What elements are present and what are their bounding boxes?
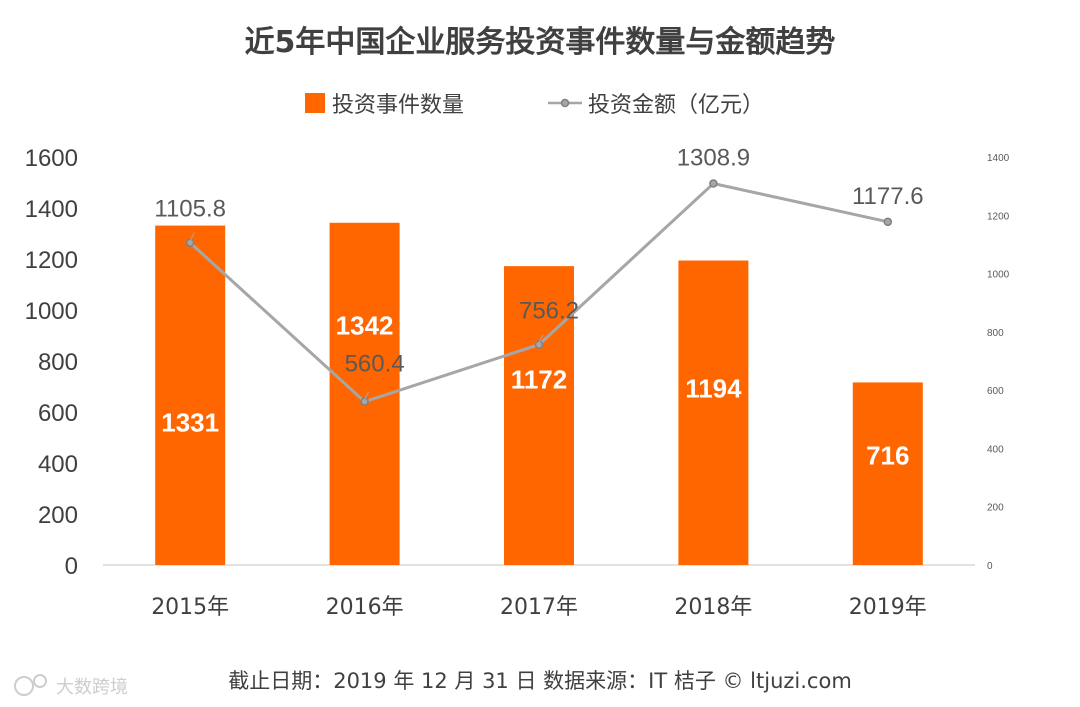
legend-swatch-marker — [560, 98, 570, 108]
line-series — [185, 179, 893, 406]
line-data-label: 560.4 — [345, 351, 405, 378]
legend-label-line: 投资金额（亿元） — [588, 93, 764, 118]
bar — [504, 266, 574, 565]
bar-data-label: 716 — [866, 440, 909, 470]
line-data-label: 1105.8 — [154, 196, 226, 223]
right-tick-label: 1200 — [987, 211, 1010, 222]
footer-source: 截止日期：2019 年 12 月 31 日 数据来源：IT 桔子 © ltjuz… — [228, 669, 852, 693]
left-tick-label: 800 — [38, 349, 78, 376]
line-point — [709, 179, 718, 188]
category-label: 2019年 — [849, 595, 927, 620]
right-tick-label: 800 — [987, 328, 1004, 339]
right-tick-label: 200 — [987, 503, 1004, 514]
line-data-label: 1177.6 — [852, 183, 924, 210]
bar-data-label: 1172 — [511, 365, 567, 395]
bar — [852, 382, 923, 565]
watermark-logo-icon — [14, 676, 34, 696]
bar-data-label: 1331 — [161, 407, 219, 437]
left-tick-label: 400 — [38, 451, 78, 478]
legend-label-bar: 投资事件数量 — [332, 93, 464, 118]
line-data-label: 1308.9 — [677, 145, 750, 172]
chart-title: 近5年中国企业服务投资事件数量与金额趋势 — [245, 25, 836, 60]
line-label-leader — [364, 391, 370, 400]
left-axis-ticks: 0 200 400 600 800 1000 1200 1400 1600 — [25, 145, 78, 580]
right-tick-label: 400 — [987, 444, 1004, 455]
bar — [155, 225, 226, 565]
right-tick-label: 600 — [987, 386, 1004, 397]
watermark: 大数跨境 — [14, 674, 128, 698]
line-point — [185, 238, 195, 247]
right-tick-label: 1400 — [987, 153, 1010, 164]
line-point — [534, 340, 544, 349]
bar-data-labels: 1331 1342 1172 1194 716 — [161, 310, 909, 470]
bar-data-label: 1342 — [336, 310, 394, 340]
line-label-leader — [189, 232, 195, 241]
category-label: 2016年 — [326, 595, 404, 620]
left-tick-label: 1200 — [25, 247, 78, 274]
right-axis-ticks: 0 200 400 600 800 1000 1200 1400 — [987, 153, 1010, 572]
left-tick-label: 1600 — [25, 145, 78, 172]
line-label-leader — [538, 334, 544, 343]
bar-series — [155, 222, 923, 566]
right-tick-label: 1000 — [987, 270, 1010, 281]
watermark-text: 大数跨境 — [56, 677, 128, 698]
line-point — [360, 397, 369, 406]
line-data-label: 756.2 — [519, 298, 579, 325]
category-label: 2017年 — [500, 595, 578, 620]
bar — [678, 260, 749, 565]
watermark-logo-dot-icon — [33, 674, 47, 688]
category-label: 2015年 — [151, 595, 229, 620]
legend-swatch-bar — [305, 93, 325, 113]
left-tick-label: 1400 — [25, 196, 78, 223]
left-tick-label: 200 — [38, 502, 78, 529]
bar-data-label: 1194 — [685, 373, 742, 403]
line-data-labels: 1105.8 560.4 756.2 1308.9 1177.6 — [154, 145, 924, 400]
left-tick-label: 600 — [38, 400, 78, 427]
left-tick-label: 0 — [65, 553, 78, 580]
left-tick-label: 1000 — [25, 298, 78, 325]
category-label: 2018年 — [674, 595, 752, 620]
line-point — [883, 217, 893, 227]
category-labels: 2015年 2016年 2017年 2018年 2019年 — [151, 595, 927, 620]
right-tick-label: 0 — [987, 561, 993, 572]
legend: 投资事件数量 投资金额（亿元） — [305, 93, 764, 118]
